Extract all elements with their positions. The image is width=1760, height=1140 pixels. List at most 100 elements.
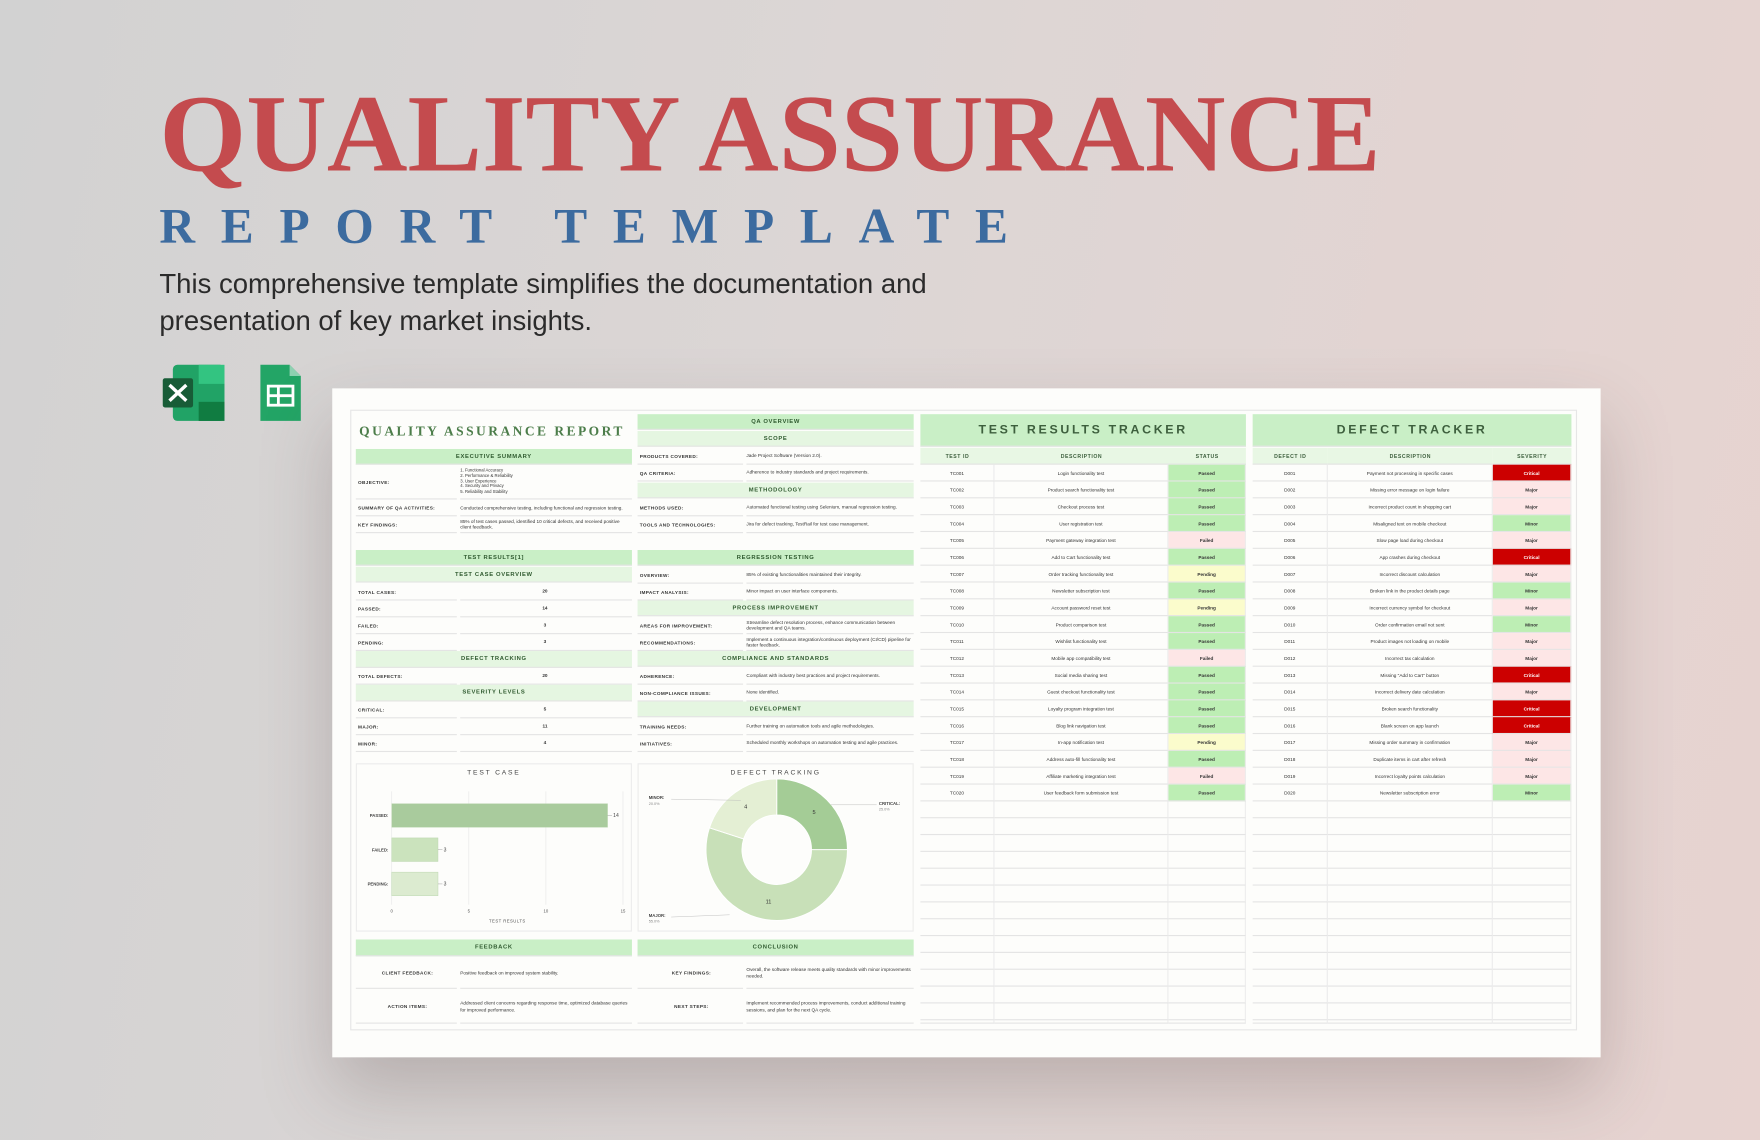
field-value: Scheduled monthly workshops on automatio… — [746, 735, 914, 753]
cell-text: TC009 — [920, 599, 995, 617]
field-label: QA CRITERIA: — [637, 465, 744, 482]
field-label: MAJOR: — [355, 718, 457, 736]
empty-cell — [1327, 902, 1493, 920]
empty-cell — [994, 919, 1169, 937]
field-label: PENDING: — [355, 634, 457, 652]
tracker-title: TEST RESULTS TRACKER — [920, 414, 1246, 447]
section-heading: REGRESSION TESTING — [637, 550, 914, 566]
cell-text: D010 — [1252, 616, 1328, 634]
field-value: 11 — [460, 718, 632, 736]
section-heading: DEVELOPMENT — [637, 701, 914, 718]
cell-text: D016 — [1252, 717, 1328, 735]
cell-text: TC001 — [920, 464, 995, 482]
status-cell: Failed — [1168, 767, 1246, 785]
cell-text: TC019 — [920, 767, 995, 785]
field-value: 85% of test cases passed, identified 10 … — [460, 516, 632, 534]
empty-cell — [1252, 868, 1328, 886]
empty-cell — [1492, 919, 1572, 937]
cell-text: TC007 — [920, 565, 995, 583]
field-label: KEY FINDINGS: — [637, 957, 744, 989]
empty-cell — [920, 1020, 995, 1024]
cell-text: TC020 — [920, 784, 995, 802]
empty-cell — [1168, 851, 1246, 869]
empty-cell — [1168, 1003, 1246, 1021]
empty-cell — [1327, 818, 1493, 836]
value-line: 3. User Experience — [460, 478, 497, 484]
field-label: ADHERENCE: — [637, 668, 744, 685]
empty-cell — [994, 885, 1169, 903]
category-label: PASSED: — [370, 813, 389, 818]
empty-cell — [1492, 952, 1572, 970]
slice-label: 5 — [812, 810, 815, 816]
field-label: CRITICAL: — [355, 702, 457, 719]
field-label: NEXT STEPS: — [637, 990, 744, 1024]
empty-cell — [994, 1003, 1169, 1021]
empty-cell — [1168, 902, 1246, 920]
donut-slice — [708, 778, 778, 840]
cell-text: Blog link navigation test — [994, 717, 1169, 735]
cell-text: TC003 — [920, 498, 995, 516]
empty-cell — [1168, 986, 1246, 1004]
slice-label: 4 — [744, 805, 747, 811]
percent-label: 55.0% — [649, 920, 660, 924]
cell-text: Missing error message on login failure — [1327, 481, 1493, 499]
cell-text: Broken search functionality — [1327, 700, 1493, 718]
category-label: PENDING: — [368, 882, 389, 887]
empty-cell — [1327, 868, 1493, 886]
column-header: DESCRIPTION — [994, 447, 1169, 465]
chart-title: DEFECT TRACKING — [730, 770, 821, 777]
cell-text: D020 — [1252, 784, 1328, 802]
empty-cell — [1327, 1003, 1493, 1021]
cell-text: Loyalty program integration test — [994, 700, 1169, 718]
x-tick-label: 10 — [544, 909, 549, 914]
field-label: FAILED: — [355, 617, 457, 635]
chart-title: TEST CASE — [467, 770, 521, 777]
field-value: 85% of existing functionalities maintain… — [746, 567, 914, 584]
cell-text: Guest checkout functionality test — [994, 683, 1169, 701]
status-cell: Passed — [1168, 582, 1246, 600]
cell-text: Incorrect loyalty points calculation — [1327, 767, 1493, 785]
status-cell: Passed — [1168, 548, 1246, 566]
field-value: Adherence to industry standards and proj… — [746, 465, 914, 482]
field-value: Automated functional testing using Selen… — [746, 499, 914, 517]
field-value: Positive feedback on improved system sta… — [460, 957, 632, 989]
empty-cell — [994, 851, 1169, 869]
x-tick-label: 0 — [391, 909, 394, 914]
cell-text: Incorrect delivery date calculation — [1327, 683, 1493, 701]
cell-text: D004 — [1252, 515, 1328, 533]
cell-text: D008 — [1252, 582, 1328, 600]
empty-cell — [1327, 851, 1493, 869]
field-label: TOTAL DEFECTS: — [355, 668, 457, 685]
category-label: MAJOR: — [649, 913, 666, 918]
field-value: Jade Project Software (Version 2.0). — [746, 448, 914, 465]
empty-cell — [1327, 986, 1493, 1004]
status-cell: Passed — [1168, 481, 1246, 499]
field-value: None identified. — [746, 685, 914, 702]
empty-cell — [1252, 885, 1328, 903]
field-value: 5 — [460, 702, 632, 719]
cell-text: D001 — [1252, 464, 1328, 482]
field-label: IMPACT ANALYSIS: — [637, 584, 744, 601]
empty-cell — [920, 835, 995, 852]
empty-cell — [994, 986, 1169, 1004]
section-heading: FEEDBACK — [355, 939, 632, 957]
field-value: Implement a continuous integration/conti… — [746, 634, 914, 652]
section-heading: METHODOLOGY — [637, 482, 914, 499]
field-label: TOOLS AND TECHNOLOGIES: — [637, 516, 744, 534]
status-cell: Failed — [1168, 532, 1246, 549]
sheet-title: QUALITY ASSURANCE REPORT — [359, 423, 625, 439]
field-label: INITIATIVES: — [637, 735, 744, 753]
percent-label: 20.0% — [649, 802, 660, 806]
field-value: Overall, the software release meets qual… — [746, 957, 914, 989]
cell-text: Newsletter subscription error — [1327, 784, 1493, 802]
field-label: AREAS FOR IMPROVEMENT: — [637, 617, 744, 635]
field-label: PRODUCTS COVERED: — [637, 448, 744, 465]
cell-text: Login functionality test — [994, 464, 1169, 482]
description: This comprehensive template simplifies t… — [159, 269, 927, 337]
cell-text: Payment not processing in specific cases — [1327, 464, 1493, 482]
empty-cell — [1327, 952, 1493, 970]
cell-text: TC011 — [920, 633, 995, 650]
x-tick-label: 5 — [468, 909, 471, 914]
cell-text: Duplicate items in cart after refresh — [1327, 750, 1493, 768]
status-cell: Passed — [1168, 633, 1246, 650]
